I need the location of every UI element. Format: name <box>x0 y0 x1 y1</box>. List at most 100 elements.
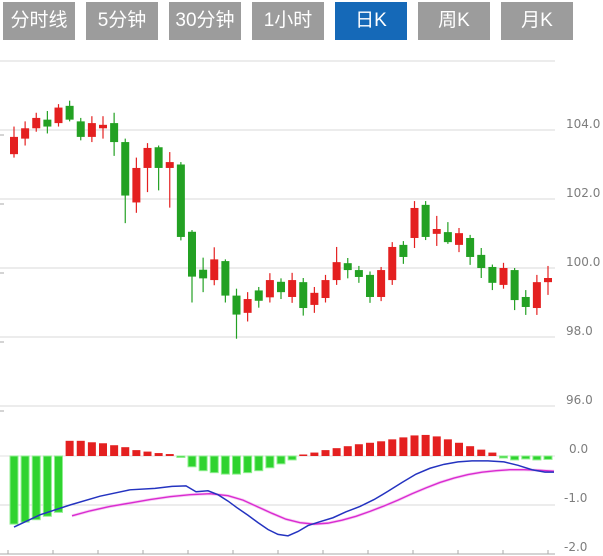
macd-bar-positive <box>99 443 107 456</box>
candle-down <box>421 201 430 241</box>
macd-bar-positive <box>310 452 319 456</box>
tab-period-1[interactable]: 分时线 <box>3 2 75 40</box>
candle-up <box>532 274 541 315</box>
macd-histogram <box>9 434 553 525</box>
candle-down <box>254 286 263 308</box>
candle-down <box>43 111 52 134</box>
candle-up <box>332 246 341 285</box>
macd-bar-positive <box>421 434 430 456</box>
candle-body <box>443 232 452 243</box>
candle-up <box>54 104 63 127</box>
candle-body <box>43 119 52 127</box>
tab-period-7[interactable]: 月K <box>501 2 573 40</box>
candle-body <box>21 128 30 139</box>
macd-bar-positive <box>332 448 341 456</box>
candle-up <box>32 112 41 132</box>
macd-bar-negative <box>54 455 63 513</box>
candle-body <box>421 204 430 237</box>
candle-up <box>455 227 463 253</box>
chart-period-tabbar: 分时线 5分钟 30分钟 1小时 日K 周K 月K <box>3 2 573 40</box>
candle-body <box>310 292 319 305</box>
candle-body <box>521 296 530 307</box>
candle-body <box>54 107 63 124</box>
candle-up <box>99 116 107 139</box>
candle-body <box>488 266 497 283</box>
candle-down <box>366 271 374 303</box>
candle-down <box>199 257 208 293</box>
tab-period-6[interactable]: 周K <box>418 2 490 40</box>
candle-up <box>499 262 508 289</box>
candle-body <box>165 162 174 168</box>
dif-line <box>13 460 554 537</box>
price-axis-label: 96.0 <box>566 393 593 407</box>
macd-bar-positive <box>488 452 497 456</box>
candle-up <box>410 201 419 248</box>
candle-body <box>544 278 552 283</box>
macd-bar-negative <box>276 455 286 465</box>
candle-body <box>432 229 441 234</box>
candle-body <box>532 282 541 309</box>
macd-bar-positive <box>321 450 330 456</box>
candle-up <box>132 157 141 213</box>
tab-period-2[interactable]: 5分钟 <box>86 2 158 40</box>
candle-up <box>288 272 297 303</box>
candle-up <box>321 274 330 303</box>
candle-body <box>110 123 119 143</box>
candle-down <box>176 162 185 241</box>
candle-body <box>399 244 408 257</box>
tab-period-5-active[interactable]: 日K <box>335 2 407 40</box>
candle-up <box>544 265 552 295</box>
candle-body <box>354 270 363 277</box>
macd-bar-negative <box>532 455 542 461</box>
candle-up <box>265 273 274 303</box>
candle-body <box>32 117 41 129</box>
candle-body <box>288 280 297 297</box>
candle-up <box>143 143 152 193</box>
candle-body <box>232 295 241 315</box>
macd-bar-negative <box>521 455 531 460</box>
macd-axis-label: -2.0 <box>564 540 587 554</box>
candle-body <box>299 282 308 309</box>
candle-body <box>210 259 219 281</box>
candle-down <box>443 222 452 244</box>
candle-up <box>310 286 319 313</box>
macd-bar-negative <box>287 455 297 461</box>
candle-up <box>432 215 441 246</box>
macd-bar-negative <box>232 455 241 475</box>
candle-body <box>199 269 208 279</box>
macd-bar-negative <box>243 455 253 474</box>
candle-down <box>121 138 130 224</box>
macd-bar-positive <box>143 451 152 456</box>
candle-body <box>65 105 74 120</box>
macd-bar-positive <box>388 439 397 456</box>
candle-body <box>265 280 274 298</box>
macd-axis-label: 0.0 <box>569 442 588 456</box>
macd-bar-negative <box>20 455 30 523</box>
macd-bar-positive <box>410 435 419 456</box>
candle-up <box>87 116 96 143</box>
tab-period-4[interactable]: 1小时 <box>252 2 324 40</box>
candle-down <box>188 230 196 303</box>
candle-up <box>243 292 252 322</box>
macd-bar-positive <box>443 439 452 456</box>
candle-body <box>87 123 96 137</box>
candle-down <box>521 290 530 315</box>
macd-bar-negative <box>187 455 197 468</box>
dea-line <box>71 469 555 525</box>
macd-bar-negative <box>198 455 208 472</box>
candle-down <box>76 117 85 141</box>
macd-bar-negative <box>209 455 219 474</box>
macd-bar-negative <box>543 455 553 460</box>
tab-period-3[interactable]: 30分钟 <box>169 2 241 40</box>
price-axis-label: 104.0 <box>566 117 600 131</box>
candle-down <box>477 247 486 279</box>
candle-body <box>121 142 130 196</box>
candle-down <box>277 278 285 300</box>
price-axis-label: 98.0 <box>566 324 593 338</box>
macd-bar-positive <box>299 454 308 456</box>
macd-bar-positive <box>343 446 352 456</box>
macd-bar-negative <box>42 455 52 517</box>
macd-bar-positive <box>154 453 163 456</box>
